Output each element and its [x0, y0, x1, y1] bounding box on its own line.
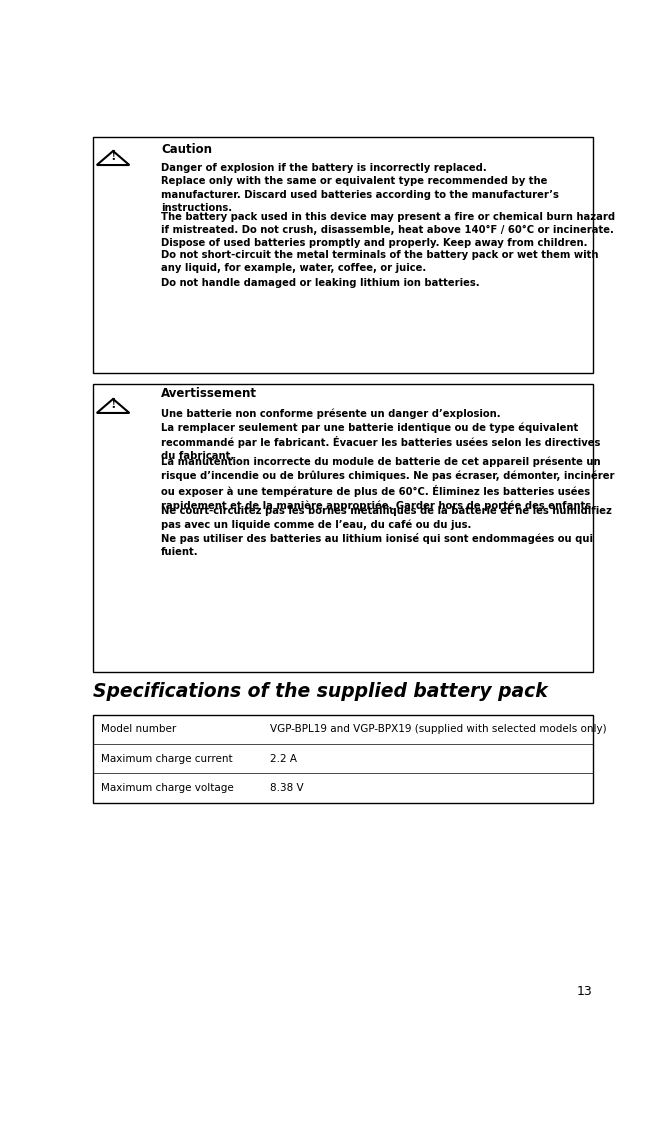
Text: La manutention incorrecte du module de batterie de cet appareil présente un
risq: La manutention incorrecte du module de b… — [161, 457, 615, 511]
Text: Ne court-circuitez pas les bornes métalliques de la batterie et ne les humidifie: Ne court-circuitez pas les bornes métall… — [161, 506, 612, 529]
Text: Maximum charge voltage: Maximum charge voltage — [100, 783, 233, 793]
Text: Maximum charge current: Maximum charge current — [100, 753, 232, 763]
Text: Model number: Model number — [100, 724, 176, 734]
Text: The battery pack used in this device may present a fire or chemical burn hazard
: The battery pack used in this device may… — [161, 213, 615, 249]
Bar — [93, 383, 593, 673]
Text: Do not short-circuit the metal terminals of the battery pack or wet them with
an: Do not short-circuit the metal terminals… — [161, 250, 599, 274]
Text: Une batterie non conforme présente un danger d’explosion.
La remplacer seulement: Une batterie non conforme présente un da… — [161, 408, 601, 461]
Text: 8.38 V: 8.38 V — [270, 783, 303, 793]
Text: Do not handle damaged or leaking lithium ion batteries.: Do not handle damaged or leaking lithium… — [161, 277, 480, 287]
Text: 2.2 A: 2.2 A — [270, 753, 296, 763]
Text: Ne pas utiliser des batteries au lithium ionisé qui sont endommagées ou qui
fui: Ne pas utiliser des batteries au lithium… — [161, 533, 593, 558]
Bar — [93, 715, 593, 803]
Text: Caution: Caution — [161, 144, 212, 156]
Text: 13: 13 — [577, 985, 593, 999]
Text: Specifications of the supplied battery pack: Specifications of the supplied battery p… — [93, 682, 548, 701]
Text: !: ! — [110, 150, 116, 164]
Text: Avertissement: Avertissement — [161, 387, 257, 399]
Text: VGP-BPL19 and VGP-BPX19 (supplied with selected models only): VGP-BPL19 and VGP-BPX19 (supplied with s… — [270, 724, 606, 734]
Text: Danger of explosion if the battery is incorrectly replaced.
Replace only with th: Danger of explosion if the battery is in… — [161, 164, 559, 213]
Text: !: ! — [110, 398, 116, 412]
Bar — [93, 137, 593, 373]
